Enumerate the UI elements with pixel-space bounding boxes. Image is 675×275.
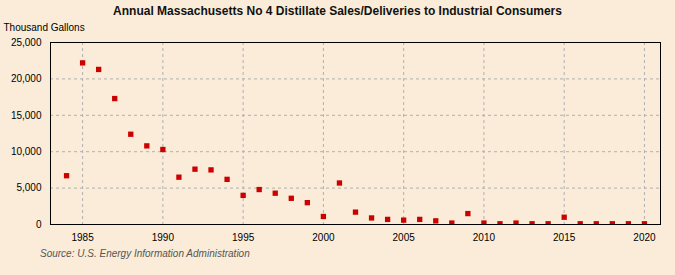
- svg-text:20,000: 20,000: [11, 73, 42, 84]
- html-text:Annual Massachusetts No 4 Dist: Annual Massachusetts No 4 Distillate Sal…: [113, 4, 562, 18]
- svg-text:2000: 2000: [312, 232, 335, 243]
- svg-text:1990: 1990: [152, 232, 175, 243]
- svg-text:2020: 2020: [633, 232, 656, 243]
- svg-text:10,000: 10,000: [11, 146, 42, 157]
- svg-text:2010: 2010: [473, 232, 496, 243]
- svg-text:1985: 1985: [71, 232, 94, 243]
- svg-text:5,000: 5,000: [16, 182, 41, 193]
- svg-text:2015: 2015: [553, 232, 576, 243]
- svg-text:25,000: 25,000: [11, 37, 42, 48]
- svg-text:0: 0: [36, 219, 42, 230]
- html-text:Source: U.S. Energy Informatio: Source: U.S. Energy Information Administ…: [40, 248, 250, 259]
- svg-text:Thousand Gallons: Thousand Gallons: [4, 22, 85, 33]
- svg-text:15,000: 15,000: [11, 110, 42, 121]
- svg-text:2005: 2005: [393, 232, 416, 243]
- svg-text:1995: 1995: [232, 232, 255, 243]
